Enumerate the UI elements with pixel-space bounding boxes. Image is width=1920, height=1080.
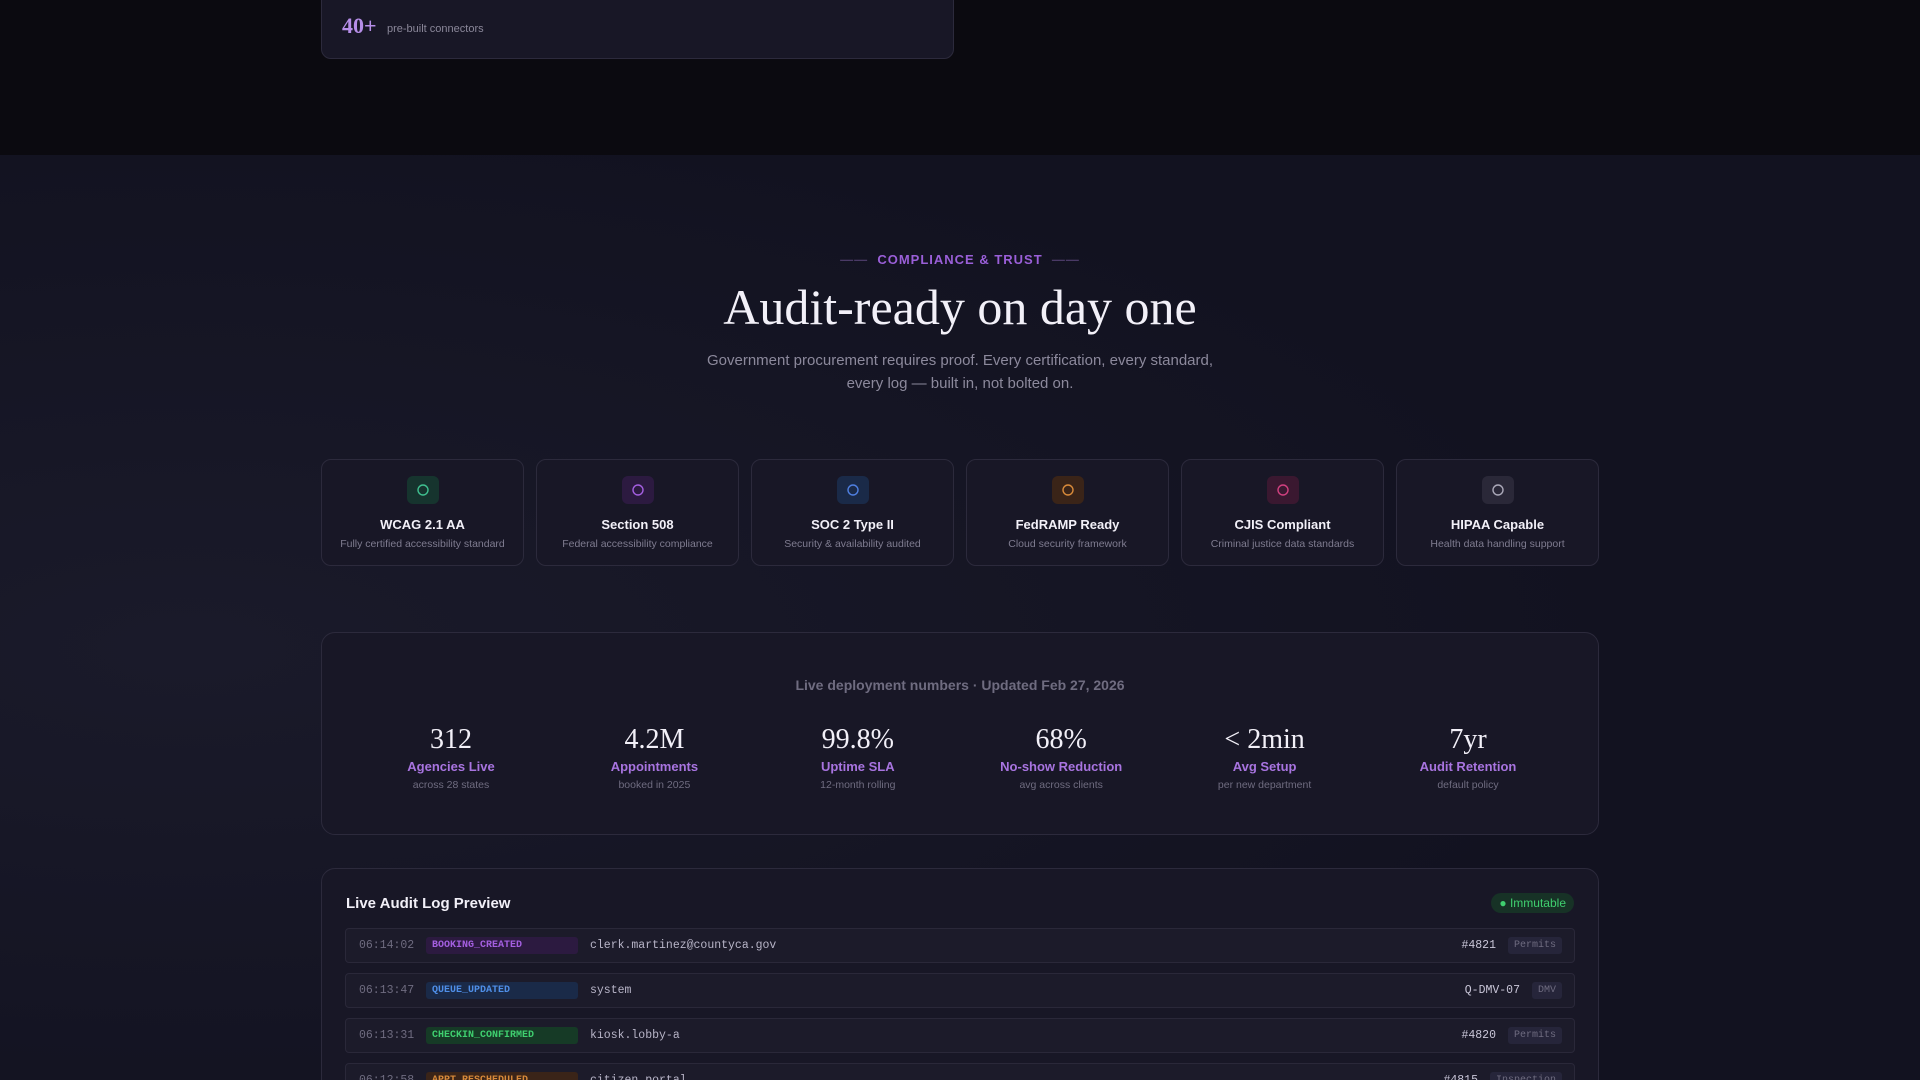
cert-icon xyxy=(1266,476,1299,504)
row-ref: #4820 xyxy=(1461,1029,1496,1042)
stat: < 2min Avg Setup per new department xyxy=(1165,724,1365,791)
audit-row: 06:14:02 BOOKING_CREATED clerk.martinez@co… xyxy=(345,928,1575,963)
row-time: 06:12:58 xyxy=(359,1074,426,1080)
stat-label: Appointments xyxy=(610,759,699,774)
cert-desc: Federal accessibility compliance xyxy=(562,538,713,550)
eyebrow-text: COMPLIANCE & TRUST xyxy=(877,252,1043,267)
cert-icon xyxy=(836,476,869,504)
row-actor: clerk.martinez@countyca.gov xyxy=(590,939,777,952)
cert-desc: Cloud security framework xyxy=(1008,538,1127,550)
cert-title: WCAG 2.1 AA xyxy=(380,517,465,532)
icon xyxy=(1491,484,1504,496)
cert-desc: Health data handling support xyxy=(1430,538,1565,550)
integrations-label: pre-built connectors xyxy=(387,23,484,35)
cert-title: Section 508 xyxy=(601,517,674,532)
audit-row: 06:12:58APPT_RESCHEDULED citizen.portal#4… xyxy=(345,1063,1575,1080)
cert-title: SOC 2 Type II xyxy=(811,517,894,532)
row-actor: kiosk.lobby-a xyxy=(590,1029,680,1042)
row-time: 06:14:02 xyxy=(359,939,415,952)
cert-icon xyxy=(1051,476,1084,504)
section-title: Audit-ready on day one xyxy=(723,279,1197,335)
audit-title: Live Audit Log Preview xyxy=(346,895,511,912)
icon xyxy=(1276,484,1289,496)
top-band xyxy=(0,0,1920,155)
cert-card: WCAG 2.1 AA Fully certified accessibility… xyxy=(321,459,524,566)
stats-panel: Live deployment numbers · Updated Feb 27… xyxy=(321,632,1599,835)
section-subtitle: Government procurement requires proof. E… xyxy=(706,352,1214,392)
stat-sub: booked in 2025 xyxy=(618,779,691,791)
row-ref: #4821 xyxy=(1461,939,1496,952)
cert-desc: Fully certified accessibility standard xyxy=(340,538,505,550)
stat-sub: across 28 states xyxy=(412,779,490,791)
stats-caption: Live deployment numbers · Updated Feb 27… xyxy=(795,677,1125,693)
audit-row: 06:13:47 QUEUE_UPDATED system Q-DMV-07 DMV xyxy=(345,973,1575,1008)
cert-title: HIPAA Capable xyxy=(1450,517,1545,532)
row-dept: Permits xyxy=(1507,1027,1562,1044)
icon xyxy=(631,484,644,496)
audit-row: 06:13:31 CHECKIN_CONFIRMED kiosk.lobby-a #4… xyxy=(345,1018,1575,1053)
stat-label: Audit Retention xyxy=(1419,759,1517,774)
stat-label: Avg Setup xyxy=(1232,759,1297,774)
integrations-card: 40+ pre-built connectors xyxy=(321,0,954,59)
stat-label: No-show Reduction xyxy=(1000,759,1123,774)
row-event: BOOKING_CREATED xyxy=(426,937,578,954)
stat-value: 7yr xyxy=(1449,724,1487,755)
row-event: CHECKIN_CONFIRMED xyxy=(426,1027,578,1044)
cert-desc: Security & availability audited xyxy=(784,538,921,550)
cert-icon xyxy=(406,476,439,504)
icon xyxy=(416,484,429,496)
row-ref: Q-DMV-07 xyxy=(1464,984,1520,997)
row-dept: DMV xyxy=(1531,982,1562,999)
row-actor: system xyxy=(590,984,632,997)
stat-value: 99.8% xyxy=(821,724,894,755)
cert-icon xyxy=(1481,476,1514,504)
stat-sub: per new department xyxy=(1217,779,1312,791)
stat-value: 312 xyxy=(430,724,472,755)
row-ref: #4815 xyxy=(1443,1074,1478,1080)
stat-value: 68% xyxy=(1035,724,1087,755)
stat: 99.8% Uptime SLA 12-month rolling xyxy=(758,724,958,791)
row-time: 06:13:47 xyxy=(359,984,415,997)
cert-desc: Criminal justice data standards xyxy=(1210,538,1355,550)
stat-sub: avg across clients xyxy=(1019,779,1103,791)
cert-card: Section 508 Federal accessibility complia… xyxy=(536,459,739,566)
stat: 4.2M Appointments booked in 2025 xyxy=(554,724,754,791)
cert-title: FedRAMP Ready xyxy=(1015,517,1120,532)
cert-card: SOC 2 Type II Security & availability aud… xyxy=(751,459,954,566)
immutable-badge: ● Immutable xyxy=(1491,893,1574,913)
stat-value: < 2min xyxy=(1224,724,1305,755)
row-dept: Inspection xyxy=(1489,1072,1562,1080)
icon xyxy=(1061,484,1074,496)
row-time: 06:13:31 xyxy=(359,1029,415,1042)
stat-sub: 12-month rolling xyxy=(820,779,896,791)
cert-title: CJIS Compliant xyxy=(1234,517,1331,532)
stat-value: 4.2M xyxy=(624,724,685,755)
row-event: QUEUE_UPDATED xyxy=(426,982,578,999)
cert-icon xyxy=(621,476,654,504)
stat-label: Agencies Live xyxy=(407,759,495,774)
integrations-count: 40+ xyxy=(342,13,377,38)
icon xyxy=(846,484,859,496)
cert-card: CJIS Compliant Criminal justice data stan… xyxy=(1181,459,1384,566)
stat-label: Uptime SLA xyxy=(820,759,895,774)
cert-card: HIPAA Capable Health data handling suppor… xyxy=(1396,459,1599,566)
stat-sub: default policy xyxy=(1437,779,1499,791)
eyebrow: —— COMPLIANCE & TRUST —— xyxy=(840,252,1080,267)
row-event: APPT_RESCHEDULED xyxy=(426,1072,578,1080)
row-actor: citizen.portal xyxy=(590,1074,1443,1080)
stat: 312 Agencies Live across 28 states xyxy=(351,724,551,791)
row-dept: Permits xyxy=(1507,937,1562,954)
stat: 68% No-show Reduction avg across clients xyxy=(961,724,1161,791)
cert-card: FedRAMP Ready Cloud security framework xyxy=(966,459,1169,566)
stat: 7yr Audit Retention default policy xyxy=(1368,724,1568,791)
